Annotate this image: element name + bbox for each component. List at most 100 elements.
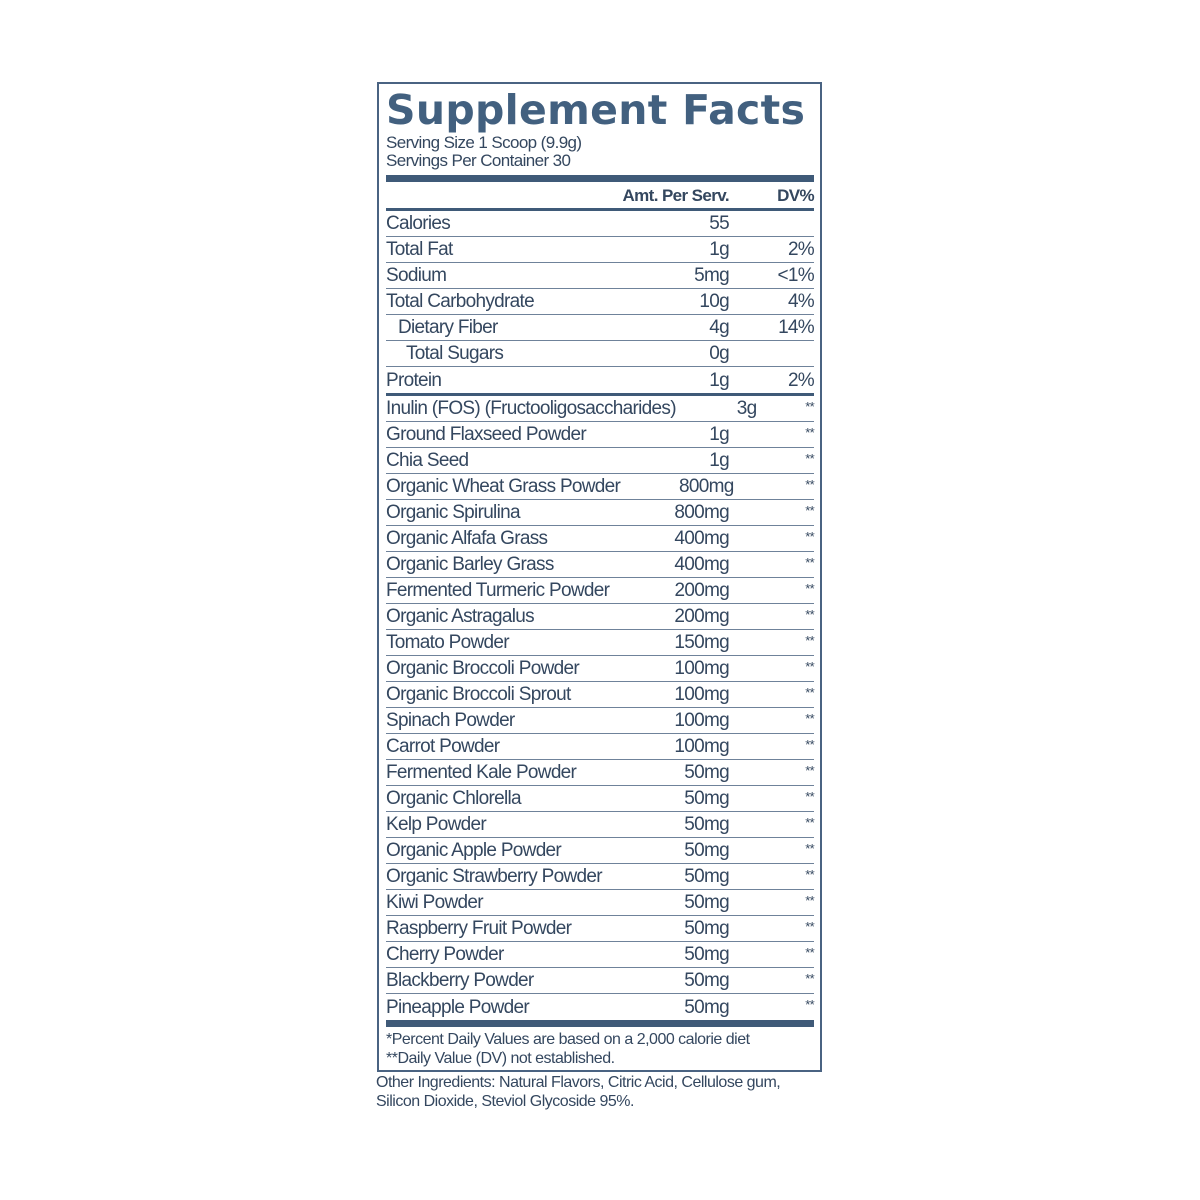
row-dv: ** bbox=[805, 815, 814, 830]
nutrient-row: Calories 55 bbox=[386, 211, 814, 237]
row-amount: 100mg bbox=[674, 658, 729, 679]
supplement-facts-panel: Supplement Facts Serving Size 1 Scoop (9… bbox=[377, 82, 822, 1072]
row-dv: 2% bbox=[787, 370, 815, 391]
ingredient-row: Tomato Powder 150mg ** bbox=[386, 630, 815, 656]
nutrient-list: Calories 55 Total Fat 1g 2% Sodium 5mg <1% Total… bbox=[386, 211, 815, 393]
divider-thick bbox=[386, 1020, 814, 1027]
footnote-not-established: **Daily Value (DV) not established. bbox=[386, 1050, 615, 1067]
other-ingredients: Other Ingredients: Natural Flavors, Citr… bbox=[376, 1074, 781, 1110]
row-dv: ** bbox=[805, 789, 814, 804]
row-name: Tomato Powder bbox=[386, 632, 510, 653]
row-amount: 0g bbox=[709, 343, 729, 364]
footnote-dv: *Percent Daily Values are based on a 2,0… bbox=[386, 1031, 750, 1048]
ingredient-row: Cherry Powder 50mg ** bbox=[386, 942, 815, 968]
nutrient-row: Sodium 5mg <1% bbox=[386, 263, 815, 289]
row-name: Organic Broccoli Powder bbox=[386, 658, 580, 679]
row-name: Chia Seed bbox=[386, 450, 469, 471]
divider bbox=[386, 208, 814, 211]
row-name: Total Sugars bbox=[406, 343, 504, 364]
row-name: Protein bbox=[386, 370, 442, 391]
row-name: Blackberry Powder bbox=[386, 970, 534, 991]
row-name: Total Carbohydrate bbox=[386, 291, 535, 312]
divider bbox=[386, 393, 814, 396]
row-name: Fermented Turmeric Powder bbox=[386, 580, 610, 601]
row-dv: ** bbox=[805, 555, 814, 570]
row-name: Fermented Kale Powder bbox=[386, 762, 577, 783]
row-dv: ** bbox=[805, 737, 814, 752]
nutrient-row: Total Carbohydrate 10g 4% bbox=[386, 289, 815, 315]
row-name: Total Fat bbox=[386, 239, 453, 260]
row-amount: 50mg bbox=[684, 997, 729, 1018]
serving-size: Serving Size 1 Scoop (9.9g) bbox=[386, 133, 582, 152]
row-name: Ground Flaxseed Powder bbox=[386, 424, 587, 445]
nutrient-row: Dietary Fiber 4g 14% bbox=[386, 315, 815, 341]
ingredient-row: Organic Apple Powder 50mg ** bbox=[386, 838, 815, 864]
nutrient-row: Total Fat 1g 2% bbox=[386, 237, 815, 263]
row-dv: ** bbox=[805, 607, 814, 622]
row-dv: 2% bbox=[787, 239, 815, 260]
row-dv: 4% bbox=[787, 291, 815, 312]
row-dv: ** bbox=[805, 841, 814, 856]
ingredient-row: Carrot Powder 100mg ** bbox=[386, 734, 815, 760]
row-name: Organic Wheat Grass Powder bbox=[386, 476, 621, 497]
row-dv: ** bbox=[805, 581, 814, 596]
ingredient-row: Organic Alfafa Grass 400mg ** bbox=[386, 526, 815, 552]
row-dv: ** bbox=[805, 633, 814, 648]
ingredient-row: Pineapple Powder 50mg ** bbox=[386, 994, 815, 1020]
row-amount: 100mg bbox=[674, 710, 729, 731]
row-amount: 50mg bbox=[684, 762, 729, 783]
row-amount: 150mg bbox=[674, 632, 729, 653]
row-amount: 55 bbox=[709, 213, 729, 234]
ingredient-row: Inulin (FOS) (Fructooligosaccharides) 3g *… bbox=[386, 396, 815, 422]
row-amount: 1g bbox=[709, 370, 729, 391]
row-amount: 100mg bbox=[674, 736, 729, 757]
row-amount: 50mg bbox=[684, 866, 729, 887]
row-name: Inulin (FOS) (Fructooligosaccharides) bbox=[386, 398, 677, 419]
row-amount: 10g bbox=[699, 291, 729, 312]
row-amount: 50mg bbox=[684, 892, 729, 913]
ingredient-row: Kelp Powder 50mg ** bbox=[386, 812, 815, 838]
ingredient-list: Inulin (FOS) (Fructooligosaccharides) 3g *… bbox=[386, 396, 815, 1020]
row-name: Dietary Fiber bbox=[398, 317, 498, 338]
row-dv: ** bbox=[805, 425, 814, 440]
ingredient-row: Raspberry Fruit Powder 50mg ** bbox=[386, 916, 815, 942]
row-name: Organic Spirulina bbox=[386, 502, 521, 523]
row-name: Pineapple Powder bbox=[386, 997, 530, 1018]
ingredient-row: Fermented Turmeric Powder 200mg ** bbox=[386, 578, 815, 604]
row-name: Cherry Powder bbox=[386, 944, 504, 965]
row-name: Organic Strawberry Powder bbox=[386, 866, 603, 887]
row-dv: ** bbox=[805, 529, 814, 544]
ingredient-row: Organic Broccoli Sprout 100mg ** bbox=[386, 682, 815, 708]
nutrient-row: Protein 1g 2% bbox=[386, 367, 815, 393]
row-dv: 14% bbox=[778, 317, 815, 338]
ingredient-row: Chia Seed 1g ** bbox=[386, 448, 815, 474]
row-amount: 100mg bbox=[674, 684, 729, 705]
ingredient-row: Organic Broccoli Powder 100mg ** bbox=[386, 656, 815, 682]
row-dv: ** bbox=[805, 997, 814, 1012]
ingredient-row: Ground Flaxseed Powder 1g ** bbox=[386, 422, 815, 448]
row-amount: 50mg bbox=[684, 970, 729, 991]
row-amount: 200mg bbox=[674, 580, 730, 601]
row-dv: ** bbox=[805, 399, 814, 414]
row-name: Organic Astragalus bbox=[386, 606, 535, 627]
row-dv: ** bbox=[805, 919, 814, 934]
row-amount: 50mg bbox=[684, 840, 729, 861]
row-name: Kelp Powder bbox=[386, 814, 487, 835]
row-dv: ** bbox=[805, 503, 814, 518]
row-dv: ** bbox=[805, 893, 814, 908]
row-name: Organic Chlorella bbox=[386, 788, 522, 809]
row-amount: 50mg bbox=[684, 918, 729, 939]
divider-thick bbox=[386, 175, 814, 182]
panel-title: Supplement Facts bbox=[386, 86, 806, 134]
row-name: Carrot Powder bbox=[386, 736, 500, 757]
ingredient-row: Organic Strawberry Powder 50mg ** bbox=[386, 864, 815, 890]
row-amount: 50mg bbox=[684, 814, 729, 835]
row-amount: 1g bbox=[709, 424, 729, 445]
ingredient-row: Organic Spirulina 800mg ** bbox=[386, 500, 815, 526]
row-name: Raspberry Fruit Powder bbox=[386, 918, 572, 939]
row-name: Kiwi Powder bbox=[386, 892, 484, 913]
row-amount: 50mg bbox=[684, 788, 729, 809]
row-dv: ** bbox=[805, 867, 814, 882]
row-amount: 400mg bbox=[674, 528, 729, 549]
nutrient-row: Total Sugars 0g bbox=[386, 341, 814, 367]
